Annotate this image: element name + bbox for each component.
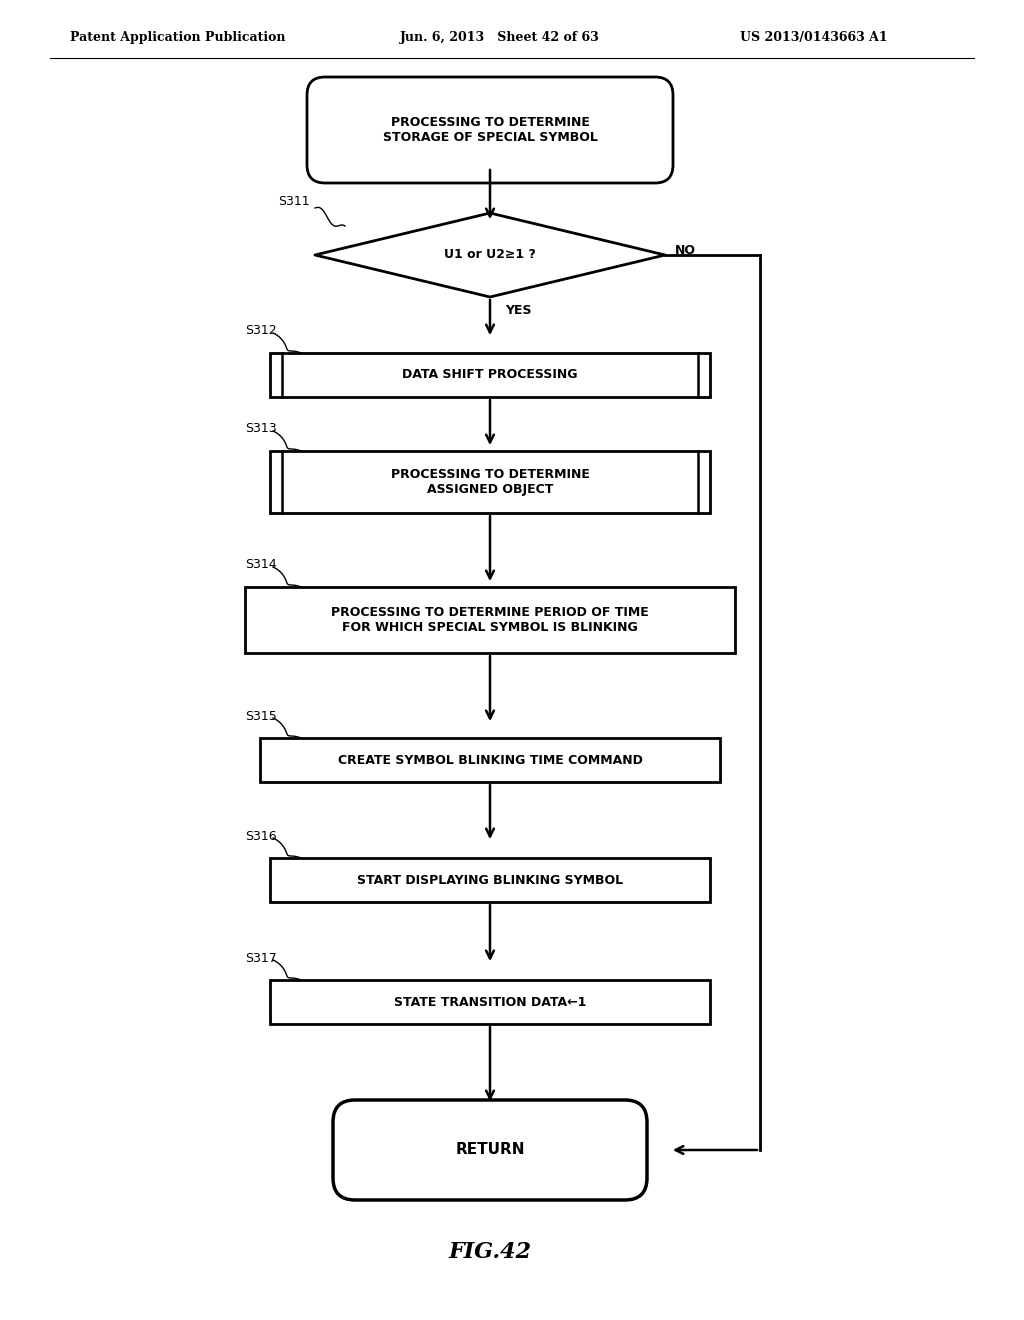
Text: YES: YES bbox=[505, 305, 531, 318]
Bar bbox=[270, 451, 710, 513]
Polygon shape bbox=[315, 213, 665, 297]
Bar bbox=[260, 738, 720, 781]
Text: FIG.42: FIG.42 bbox=[449, 1241, 531, 1263]
Text: RETURN: RETURN bbox=[456, 1143, 524, 1158]
Text: Jun. 6, 2013   Sheet 42 of 63: Jun. 6, 2013 Sheet 42 of 63 bbox=[400, 30, 600, 44]
FancyBboxPatch shape bbox=[307, 77, 673, 183]
Bar bbox=[270, 858, 710, 902]
Text: S312: S312 bbox=[245, 325, 276, 338]
Text: S311: S311 bbox=[279, 195, 310, 209]
Text: Patent Application Publication: Patent Application Publication bbox=[70, 30, 286, 44]
Bar bbox=[245, 587, 735, 653]
Text: PROCESSING TO DETERMINE PERIOD OF TIME
FOR WHICH SPECIAL SYMBOL IS BLINKING: PROCESSING TO DETERMINE PERIOD OF TIME F… bbox=[331, 606, 649, 634]
FancyBboxPatch shape bbox=[333, 1100, 647, 1200]
Text: PROCESSING TO DETERMINE
ASSIGNED OBJECT: PROCESSING TO DETERMINE ASSIGNED OBJECT bbox=[390, 469, 590, 496]
Text: S315: S315 bbox=[245, 710, 276, 722]
Text: STATE TRANSITION DATA←1: STATE TRANSITION DATA←1 bbox=[394, 995, 586, 1008]
Text: S316: S316 bbox=[245, 829, 276, 842]
Text: PROCESSING TO DETERMINE
STORAGE OF SPECIAL SYMBOL: PROCESSING TO DETERMINE STORAGE OF SPECI… bbox=[383, 116, 597, 144]
Text: US 2013/0143663 A1: US 2013/0143663 A1 bbox=[740, 30, 888, 44]
Text: CREATE SYMBOL BLINKING TIME COMMAND: CREATE SYMBOL BLINKING TIME COMMAND bbox=[338, 754, 642, 767]
Text: NO: NO bbox=[675, 243, 696, 256]
Text: DATA SHIFT PROCESSING: DATA SHIFT PROCESSING bbox=[402, 368, 578, 381]
Text: START DISPLAYING BLINKING SYMBOL: START DISPLAYING BLINKING SYMBOL bbox=[357, 874, 623, 887]
Bar bbox=[270, 352, 710, 397]
Bar bbox=[270, 979, 710, 1024]
Text: S317: S317 bbox=[245, 952, 276, 965]
Text: S314: S314 bbox=[245, 558, 276, 572]
Text: U1 or U2≥1 ?: U1 or U2≥1 ? bbox=[444, 248, 536, 261]
Text: S313: S313 bbox=[245, 422, 276, 436]
